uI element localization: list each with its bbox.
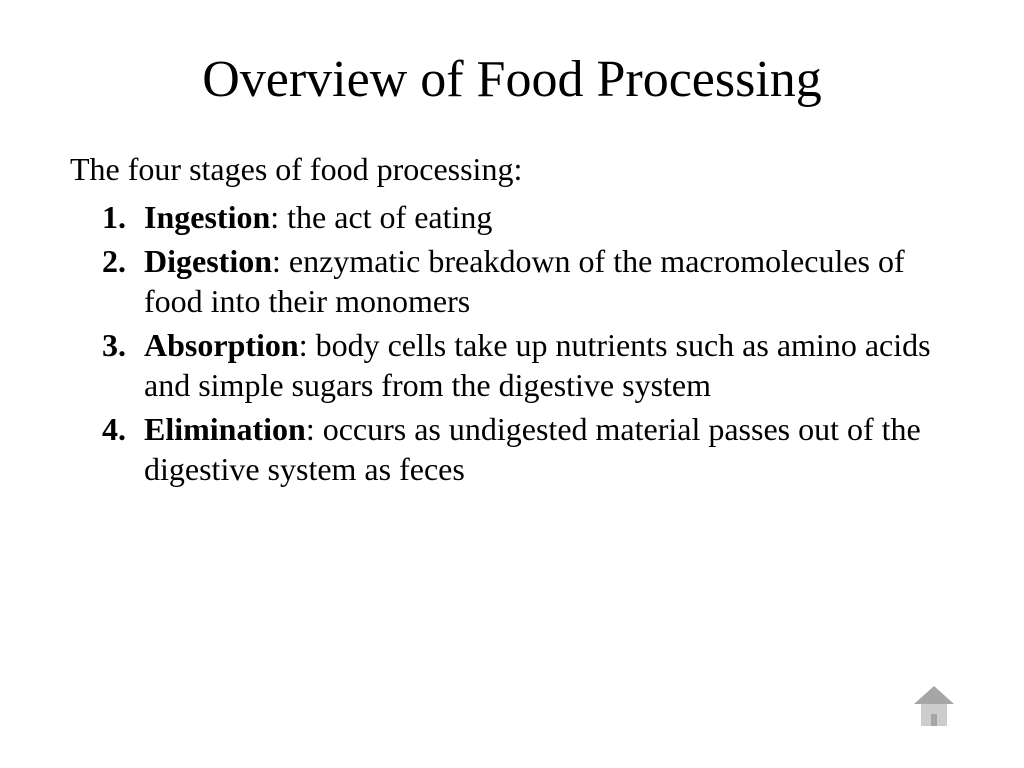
slide-title: Overview of Food Processing <box>70 50 954 109</box>
stage-term: Absorption <box>144 327 299 363</box>
list-item: Absorption: body cells take up nutrients… <box>134 325 954 405</box>
stages-list: Ingestion: the act of eating Digestion: … <box>70 197 954 489</box>
home-roof <box>914 686 954 704</box>
stage-term: Elimination <box>144 411 306 447</box>
stage-term: Digestion <box>144 243 272 279</box>
home-door <box>931 714 937 726</box>
list-item: Ingestion: the act of eating <box>134 197 954 237</box>
list-item: Digestion: enzymatic breakdown of the ma… <box>134 241 954 321</box>
home-icon[interactable] <box>912 686 956 726</box>
slide-container: Overview of Food Processing The four sta… <box>0 0 1024 768</box>
stage-term: Ingestion <box>144 199 270 235</box>
intro-text: The four stages of food processing: <box>70 149 954 189</box>
list-item: Elimination: occurs as undigested materi… <box>134 409 954 489</box>
stage-desc: : the act of eating <box>270 199 492 235</box>
